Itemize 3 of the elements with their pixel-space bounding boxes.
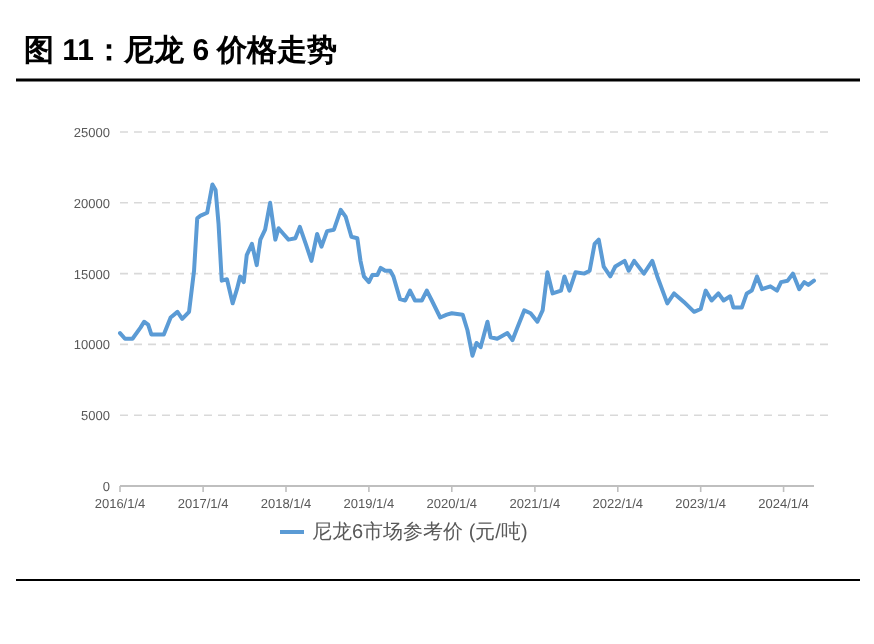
line-series (118, 182, 816, 358)
chart-title: 图 11：尼龙 6 价格走势 (24, 34, 338, 68)
legend-label: 尼龙6市场参考价 (元/吨) (312, 520, 528, 544)
